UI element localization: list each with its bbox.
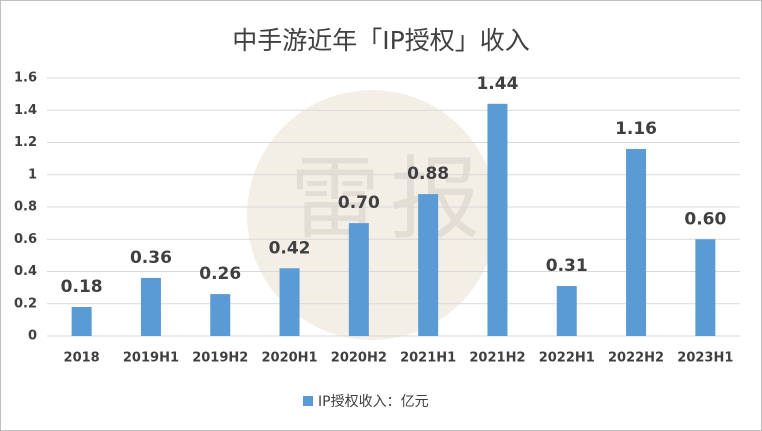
legend-swatch — [303, 396, 313, 406]
bar — [71, 306, 92, 336]
x-tick-label: 2022H1 — [539, 351, 595, 366]
y-tick-label: 1.2 — [14, 135, 37, 150]
y-tick-label: 0.2 — [14, 296, 37, 311]
y-tick-label: 1.4 — [14, 103, 37, 118]
data-label: 0.26 — [199, 264, 241, 284]
bar — [279, 268, 300, 336]
bar — [626, 148, 647, 336]
x-tick-label: 2023H1 — [677, 351, 733, 366]
x-tick-label: 2018 — [64, 351, 100, 366]
bar — [487, 103, 508, 336]
y-tick-label: 0.8 — [14, 200, 37, 215]
x-tick-label: 2021H1 — [400, 351, 456, 366]
legend-label: IP授权收入：亿元 — [318, 394, 429, 410]
y-tick-label: 0.4 — [14, 264, 37, 279]
chart-title: 中手游近年「IP授权」收入 — [232, 26, 529, 55]
data-label: 0.42 — [269, 238, 311, 258]
y-tick-label: 1.6 — [14, 71, 37, 86]
data-label: 1.44 — [476, 74, 518, 94]
bar — [140, 277, 161, 336]
y-tick-label: 0 — [28, 329, 37, 344]
y-tick-label: 1 — [28, 167, 37, 182]
x-tick-label: 2019H1 — [123, 351, 179, 366]
data-label: 0.31 — [546, 256, 588, 276]
bar — [348, 223, 369, 336]
y-tick-label: 0.6 — [14, 232, 37, 247]
x-tick-label: 2021H2 — [469, 351, 525, 366]
x-tick-label: 2022H2 — [608, 351, 664, 366]
x-tick-label: 2020H2 — [331, 351, 387, 366]
data-label: 0.60 — [684, 209, 726, 229]
x-tick-label: 2020H1 — [261, 351, 317, 366]
bar — [210, 294, 231, 336]
data-label: 0.70 — [338, 193, 380, 213]
bar — [418, 194, 439, 336]
data-label: 1.16 — [615, 119, 657, 139]
data-label: 0.18 — [61, 277, 103, 297]
data-label: 0.88 — [407, 164, 449, 184]
data-label: 0.36 — [130, 248, 172, 268]
x-tick-label: 2019H2 — [192, 351, 248, 366]
bar — [556, 286, 577, 336]
watermark: 雷报 — [290, 147, 490, 252]
bar — [695, 239, 716, 336]
